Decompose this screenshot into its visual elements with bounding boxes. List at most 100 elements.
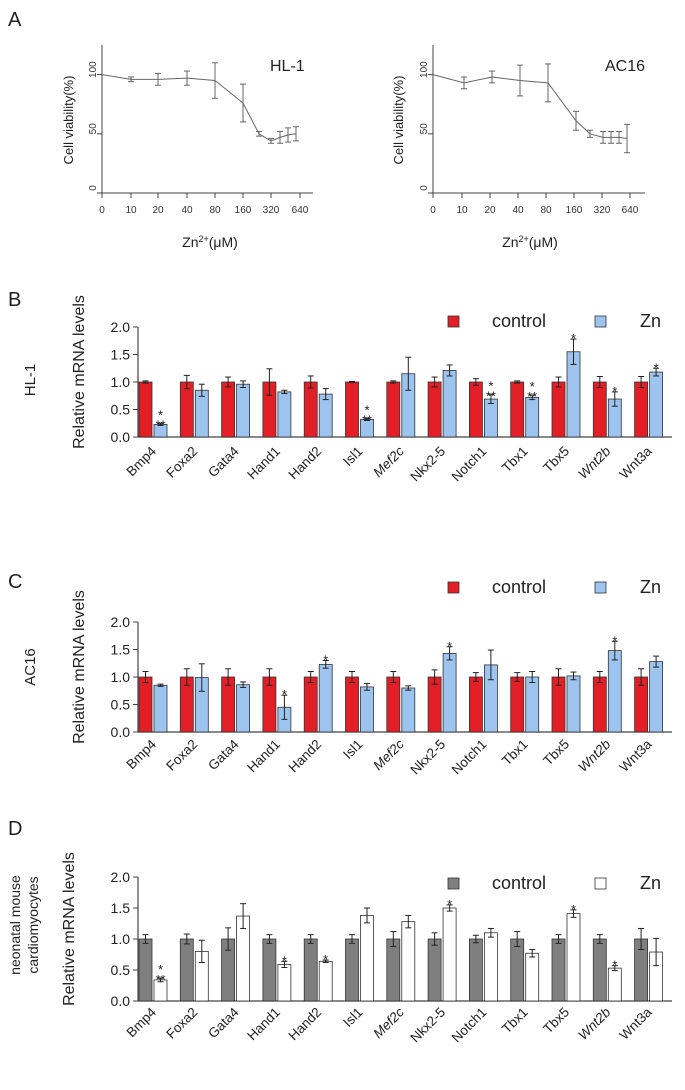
bar-control — [468, 381, 483, 438]
bar-zn — [607, 650, 622, 733]
bar-zn — [401, 687, 416, 733]
side-label: AC16 — [22, 648, 39, 686]
category-label: Hand1 — [244, 1005, 283, 1044]
category-label: Wnt2b — [575, 443, 614, 482]
category-label: Tbx1 — [499, 444, 531, 476]
bar-control — [468, 676, 483, 733]
bar-chart-c: 0.0 0.5 1.0 1.5 2.0 Relative mRNA levels AC16 B… — [22, 577, 672, 777]
category-label: Hand1 — [244, 444, 283, 483]
panel-label-b: B — [8, 289, 21, 311]
category-label: Hand2 — [286, 1005, 325, 1044]
x-tick-label: 0 — [430, 205, 436, 216]
bar-zn — [566, 675, 581, 733]
category-label: Hand2 — [286, 737, 325, 776]
y-axis-label: Relative mRNA levels — [71, 295, 88, 449]
significance-star: * — [530, 379, 535, 394]
category-label: Wnt2b — [575, 1004, 614, 1043]
y-axis-label: Relative mRNA levels — [61, 852, 78, 1006]
x-axis-label: Zn2+(μM) — [182, 234, 238, 250]
x-tick-label: 320 — [594, 205, 611, 216]
bar-zn — [360, 915, 374, 1002]
bar-zn — [525, 952, 540, 1002]
y-tick-label: 50 — [419, 123, 430, 135]
category-label: Notch1 — [449, 444, 490, 485]
bar-control — [386, 676, 401, 733]
x-tick-label: 20 — [152, 205, 164, 216]
category-label: Gata4 — [205, 1004, 242, 1041]
significance-star: * — [447, 639, 452, 654]
bar-zn — [566, 913, 581, 1002]
significance-star: * — [282, 687, 287, 702]
bar-control — [345, 938, 359, 1002]
legend-label-zn: Zn — [640, 873, 661, 893]
chart-title: HL-1 — [270, 58, 305, 75]
category-label: Nkx2-5 — [407, 444, 448, 485]
significance-star: * — [158, 962, 163, 977]
y-tick-label: 50 — [88, 123, 99, 135]
y-tick-label: 0.0 — [111, 993, 131, 1009]
y-tick-label: 2.0 — [111, 319, 131, 335]
significance-star: * — [612, 958, 617, 973]
category-label: Isl1 — [340, 444, 365, 469]
bar-control — [179, 938, 194, 1002]
significance-star: ** — [527, 389, 537, 404]
legend-swatch-control — [447, 581, 460, 594]
legend-swatch-zn — [594, 877, 607, 890]
category-label: Tbx1 — [499, 1005, 531, 1037]
bar-chart-b: 0.0 0.5 1.0 1.5 2.0 Relative mRNA levels HL-1 *… — [22, 295, 672, 484]
category-label: Nkx2-5 — [407, 737, 448, 778]
bar-control — [138, 938, 153, 1002]
bar-zn — [236, 684, 251, 733]
category-label: Tbx5 — [540, 737, 572, 769]
y-tick-label: 0 — [419, 185, 430, 191]
y-axis-label: Relative mRNA levels — [71, 590, 88, 744]
significance-star: * — [571, 902, 576, 917]
bar-control — [427, 938, 442, 1002]
x-tick-label: 80 — [209, 205, 221, 216]
category-label: Hand2 — [286, 444, 325, 483]
category-label: Notch1 — [449, 1005, 490, 1046]
bar-control — [303, 938, 318, 1002]
x-tick-label: 40 — [512, 205, 524, 216]
legend-label-control: control — [492, 577, 546, 597]
x-tick-label: 320 — [263, 205, 280, 216]
category-label: Notch1 — [449, 737, 490, 778]
bar-control — [551, 381, 566, 438]
category-label: Bmp4 — [124, 443, 160, 479]
bar-zn — [236, 383, 251, 438]
category-label: Mef2c — [370, 443, 407, 480]
y-tick-label: 0.5 — [111, 697, 131, 713]
category-label: Foxa2 — [163, 444, 200, 481]
bar-zn — [318, 960, 333, 1002]
bar-control — [386, 938, 401, 1002]
category-label: Gata4 — [205, 736, 242, 773]
bar-zn — [483, 398, 498, 438]
y-tick-label: 0.0 — [111, 429, 131, 445]
y-tick-label: 0.5 — [111, 962, 131, 978]
significance-star: * — [612, 633, 617, 648]
bar-zn — [607, 967, 622, 1002]
bar-zn — [277, 964, 292, 1002]
y-tick-label: 1.5 — [111, 347, 131, 363]
legend-label-control: control — [492, 311, 546, 331]
chart-title: AC16 — [605, 58, 645, 75]
y-tick-label: 1.0 — [111, 374, 131, 390]
significance-star: * — [612, 384, 617, 399]
significance-star: * — [323, 952, 328, 967]
category-label: Wnt3a — [617, 736, 656, 775]
legend-label-zn: Zn — [640, 577, 661, 597]
y-tick-label: 100 — [419, 61, 430, 78]
bar-zn — [277, 391, 292, 438]
panel-label-c: C — [8, 571, 22, 593]
line-chart-a2: 0 50 100 0 10 20 40 80 160 320 640 AC16 Cell viabili… — [391, 45, 645, 250]
legend-label-control: control — [492, 873, 546, 893]
category-label: Wnt3a — [617, 1004, 656, 1043]
bar-control — [510, 676, 525, 733]
legend-swatch-control — [447, 877, 460, 890]
bar-control — [468, 938, 483, 1002]
x-axis-label: Zn2+(μM) — [502, 234, 558, 250]
panel-label-d: D — [8, 818, 22, 840]
x-tick-label: 10 — [125, 205, 137, 216]
y-tick-label: 0 — [88, 185, 99, 191]
bar-control — [592, 676, 607, 733]
